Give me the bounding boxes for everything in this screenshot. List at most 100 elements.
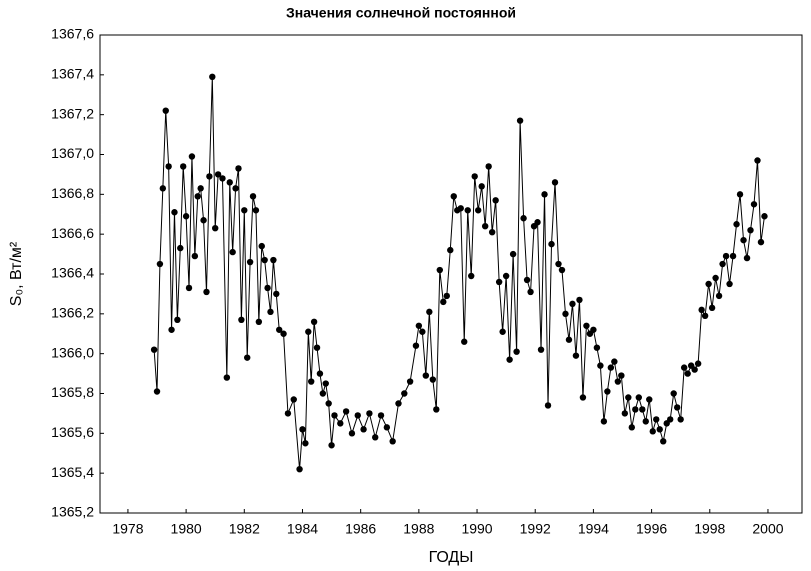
data-point <box>475 207 482 214</box>
data-point <box>698 306 705 314</box>
data-point <box>316 370 324 377</box>
data-point <box>249 193 257 200</box>
chart-title: Значения солнечной постоянной <box>286 5 516 21</box>
data-point <box>708 304 716 312</box>
data-point <box>296 465 303 473</box>
y-tick-label: 1367,0 <box>51 145 94 161</box>
data-point <box>191 252 199 260</box>
data-point <box>611 358 618 365</box>
data-point <box>235 165 242 172</box>
data-point <box>165 163 172 170</box>
data-point <box>691 366 698 373</box>
data-point <box>660 438 667 445</box>
data-point <box>415 322 423 329</box>
data-point <box>656 426 663 433</box>
y-tick-label: 1366,8 <box>51 185 94 201</box>
data-point <box>743 254 751 262</box>
data-point <box>337 420 344 427</box>
data-point <box>261 256 268 264</box>
data-point <box>604 388 611 395</box>
data-point <box>673 404 681 411</box>
x-axis-title: ГОДЫ <box>429 549 474 566</box>
data-point <box>576 296 583 304</box>
data-point <box>209 73 216 81</box>
data-point <box>614 378 622 385</box>
data-point <box>354 412 361 419</box>
data-point <box>150 346 158 353</box>
x-tick-label: 1998 <box>694 521 725 537</box>
data-point <box>232 185 239 192</box>
data-point <box>621 410 629 417</box>
data-point <box>433 406 440 413</box>
data-point <box>159 185 167 192</box>
data-point <box>171 209 178 216</box>
data-point <box>180 163 187 170</box>
data-point <box>534 219 541 226</box>
data-point <box>238 316 245 324</box>
data-point <box>194 193 201 200</box>
data-point <box>319 390 327 397</box>
data-point <box>464 207 471 214</box>
data-point <box>597 362 604 369</box>
y-tick-label: 1366,6 <box>51 225 94 241</box>
x-tick-label: 1986 <box>345 521 376 537</box>
data-point <box>426 308 433 316</box>
data-point <box>406 378 414 385</box>
y-tick-label: 1365,6 <box>51 424 94 440</box>
data-point <box>153 388 161 395</box>
data-point <box>565 336 573 343</box>
data-point <box>177 244 184 252</box>
data-point <box>527 288 534 296</box>
data-point <box>348 430 356 437</box>
x-tick-label: 1992 <box>520 521 551 537</box>
data-point <box>188 153 196 160</box>
data-point <box>302 440 309 447</box>
data-point <box>642 418 649 425</box>
data-point <box>182 213 190 220</box>
y-tick-label: 1367,2 <box>51 105 94 121</box>
data-point <box>649 428 656 435</box>
data-point <box>440 298 447 306</box>
data-point <box>471 173 478 180</box>
data-point <box>593 344 601 351</box>
data-point <box>569 300 576 308</box>
data-point <box>590 326 597 333</box>
data-point <box>747 226 754 234</box>
data-point <box>761 213 768 220</box>
y-tick-label: 1366,0 <box>51 344 94 360</box>
data-point <box>422 372 430 379</box>
data-point <box>506 356 513 363</box>
y-tick-label: 1367,6 <box>51 26 94 42</box>
x-tick-label: 1980 <box>171 521 202 537</box>
data-point <box>670 390 677 397</box>
data-point <box>478 183 485 190</box>
data-point <box>684 370 691 377</box>
data-point <box>548 240 555 248</box>
data-point <box>551 179 559 186</box>
data-point <box>667 416 674 423</box>
data-point <box>246 258 254 266</box>
data-point <box>481 223 489 230</box>
data-point <box>513 348 520 355</box>
x-tick-label: 2000 <box>752 521 783 537</box>
data-point <box>264 284 271 292</box>
data-point <box>223 374 231 381</box>
data-point <box>429 376 437 383</box>
data-point <box>712 274 719 282</box>
data-point <box>395 400 402 407</box>
y-tick-label: 1365,2 <box>51 504 94 520</box>
data-point <box>488 228 496 236</box>
data-point <box>331 412 338 419</box>
data-point <box>219 175 226 182</box>
data-point <box>457 205 464 212</box>
data-point <box>258 242 265 250</box>
data-point <box>558 266 566 274</box>
data-point <box>468 272 475 280</box>
data-point <box>450 193 457 200</box>
data-point <box>733 221 740 228</box>
data-point <box>579 394 587 401</box>
data-point <box>680 364 688 371</box>
data-point <box>443 292 450 300</box>
x-tick-label: 1984 <box>287 521 318 537</box>
